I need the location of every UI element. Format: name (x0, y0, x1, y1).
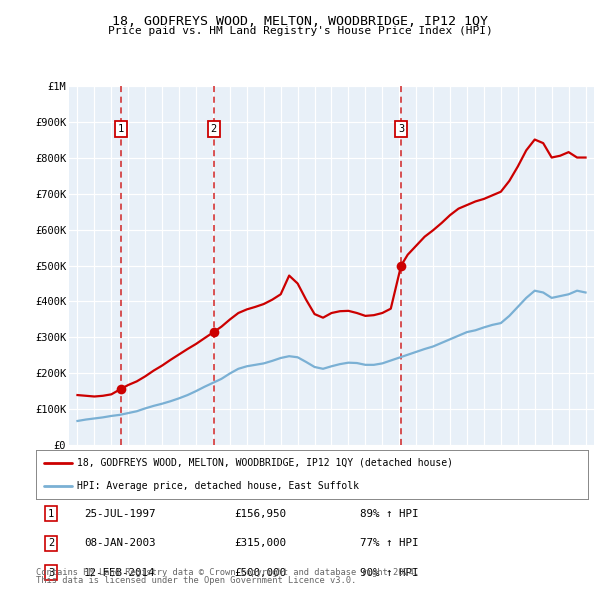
Text: £315,000: £315,000 (234, 539, 286, 548)
Text: Contains HM Land Registry data © Crown copyright and database right 2024.: Contains HM Land Registry data © Crown c… (36, 568, 419, 577)
Text: HPI: Average price, detached house, East Suffolk: HPI: Average price, detached house, East… (77, 481, 359, 491)
Text: Price paid vs. HM Land Registry's House Price Index (HPI): Price paid vs. HM Land Registry's House … (107, 26, 493, 36)
Text: 08-JAN-2003: 08-JAN-2003 (84, 539, 155, 548)
Text: 1: 1 (118, 124, 124, 134)
Text: This data is licensed under the Open Government Licence v3.0.: This data is licensed under the Open Gov… (36, 576, 356, 585)
Text: 18, GODFREYS WOOD, MELTON, WOODBRIDGE, IP12 1QY (detached house): 18, GODFREYS WOOD, MELTON, WOODBRIDGE, I… (77, 458, 454, 468)
Text: 89% ↑ HPI: 89% ↑ HPI (360, 509, 419, 519)
Text: £156,950: £156,950 (234, 509, 286, 519)
Text: £500,000: £500,000 (234, 568, 286, 578)
Text: 90% ↑ HPI: 90% ↑ HPI (360, 568, 419, 578)
Text: 2: 2 (211, 124, 217, 134)
Text: 3: 3 (48, 568, 54, 578)
Text: 2: 2 (48, 539, 54, 548)
Text: 1: 1 (48, 509, 54, 519)
Text: 18, GODFREYS WOOD, MELTON, WOODBRIDGE, IP12 1QY: 18, GODFREYS WOOD, MELTON, WOODBRIDGE, I… (112, 15, 488, 28)
Text: 25-JUL-1997: 25-JUL-1997 (84, 509, 155, 519)
Text: 3: 3 (398, 124, 404, 134)
Text: 77% ↑ HPI: 77% ↑ HPI (360, 539, 419, 548)
Text: 12-FEB-2014: 12-FEB-2014 (84, 568, 155, 578)
